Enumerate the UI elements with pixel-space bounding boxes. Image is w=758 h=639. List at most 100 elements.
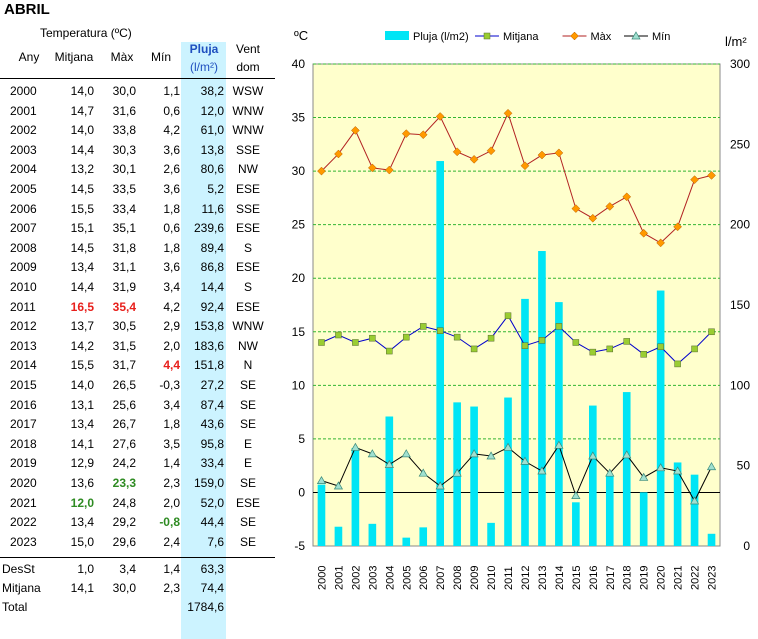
mitjana-marker [419, 323, 427, 330]
cell-mit: 14,0 [70, 378, 94, 392]
x-tick-label: 2003 [367, 566, 379, 590]
cell-mit: 13,2 [70, 162, 94, 177]
mitjana-marker [606, 345, 614, 353]
legend-swatch [385, 31, 409, 40]
cell-pl: 92,4 [200, 299, 224, 314]
header-pluja: Pluja [189, 42, 219, 56]
cell-min: -0,8 [159, 515, 180, 530]
x-tick-label: 2002 [350, 566, 362, 590]
header-vent-sub: dom [236, 60, 260, 74]
table-row: 2022 13,4 29,2 -0,8 44,4 SE [0, 513, 275, 532]
x-axis-labels: 2000 2001 2002 2003 2004 2005 2006 2007 2008 2009… [316, 566, 718, 590]
left-tick-label: -5 [294, 539, 305, 553]
max-marker [639, 228, 649, 238]
max-marker [690, 175, 699, 185]
footer-separator [0, 557, 275, 558]
left-tick-label: 35 [292, 111, 306, 125]
cell-mit: 14,5 [70, 240, 94, 255]
cell-year: 2001 [10, 103, 37, 118]
cell-year: 2006 [10, 201, 37, 216]
legend-label: Pluja (l/m2) [413, 31, 469, 43]
x-tick-label: 2015 [571, 566, 583, 590]
cell-pl: 11,6 [201, 201, 224, 216]
cell-wind: SSE [235, 201, 260, 216]
cell-wind: ESE [235, 221, 260, 236]
max-marker [570, 31, 579, 41]
x-tick-label: 2004 [384, 566, 396, 590]
mitjana-marker [487, 334, 495, 342]
x-tick-label: 2007 [435, 566, 447, 590]
x-tick-label: 2018 [622, 566, 634, 590]
legend-label: Mitjana [503, 31, 539, 43]
min-marker [554, 440, 564, 449]
cell-max: 31,6 [112, 103, 136, 118]
pluja-bar [368, 523, 377, 546]
page-title: ABRIL [4, 1, 50, 18]
right-tick-label: 200 [730, 218, 750, 232]
cell-min: 1,8 [163, 240, 180, 255]
left-tick-label: 5 [298, 432, 305, 446]
min-marker [520, 456, 530, 465]
cell-wind: SE [239, 417, 256, 432]
header-mitjana: Mitjana [54, 50, 94, 64]
cell-min: 4,4 [163, 358, 180, 373]
x-tick-label: 2010 [486, 566, 498, 590]
pluja-bar [385, 416, 394, 546]
cell-max: 30,0 [112, 84, 136, 98]
pluja-bar [555, 302, 563, 546]
cell-year: 2022 [10, 515, 37, 530]
cell-max: 30,5 [112, 319, 136, 334]
cell-pl: 43,6 [200, 417, 224, 432]
cell-max: 30,3 [112, 142, 136, 157]
cell-max: 33,8 [112, 123, 136, 138]
cell-year: 2004 [10, 162, 37, 177]
table-row: 2003 14,4 30,3 3,6 13,8 SSE [0, 141, 275, 160]
right-axis-ticks: 0 50 100 150 200 250 300 [730, 57, 750, 553]
cell-mit: 12,0 [70, 495, 94, 510]
cell-year: 2017 [10, 417, 37, 432]
table-row: 2010 14,4 31,9 3,4 14,4 S [0, 278, 275, 297]
x-tick-label: 2023 [707, 566, 719, 590]
cell-mit: 12,9 [70, 456, 94, 471]
pluja-bar [639, 492, 648, 546]
pluja-bar [487, 522, 495, 546]
min-marker [673, 466, 683, 475]
mitjana-marker [504, 312, 512, 319]
cell-mit: 14,7 [70, 103, 94, 118]
mitjana-marker [589, 348, 597, 356]
cell-year: 2016 [10, 397, 37, 412]
mitjana-mit: 14,1 [70, 581, 94, 595]
table-row: 2021 12,0 24,8 2,0 52,0 ESE [0, 494, 275, 513]
min-marker [706, 462, 717, 471]
pluja-bar [402, 537, 411, 546]
mitjana-marker [555, 323, 563, 330]
left-axis-ticks: -5 0 5 10 15 20 25 30 35 40 [292, 57, 306, 553]
pluja-bar [707, 533, 716, 546]
left-tick-label: 30 [292, 164, 306, 178]
cell-year: 2020 [10, 476, 37, 490]
max-marker [469, 154, 479, 164]
mitjana-max: 30,0 [112, 581, 136, 595]
min-marker [418, 468, 428, 477]
cell-pl: 153,8 [193, 319, 224, 334]
cell-min: 3,6 [163, 142, 180, 157]
cell-min: -0,3 [159, 378, 180, 392]
cell-mit: 14,2 [70, 338, 94, 353]
min-marker [316, 475, 327, 485]
cell-year: 2008 [10, 240, 37, 255]
x-tick-label: 2019 [639, 566, 651, 590]
cell-year: 2011 [10, 299, 36, 314]
pluja-bar [436, 161, 445, 546]
cell-wind: SE [239, 378, 256, 392]
max-marker [605, 202, 615, 211]
cell-max: 31,7 [112, 358, 136, 373]
cell-min: 1,8 [163, 201, 180, 216]
cell-wind: E [243, 436, 252, 451]
table-row: 2006 15,5 33,4 1,8 11,6 SSE [0, 200, 275, 219]
mitjana-marker [453, 333, 461, 341]
min-marker [401, 449, 411, 458]
min-marker [639, 472, 649, 481]
min-marker [689, 496, 700, 505]
cell-max: 27,6 [112, 436, 136, 451]
cell-max: 29,6 [112, 534, 136, 549]
